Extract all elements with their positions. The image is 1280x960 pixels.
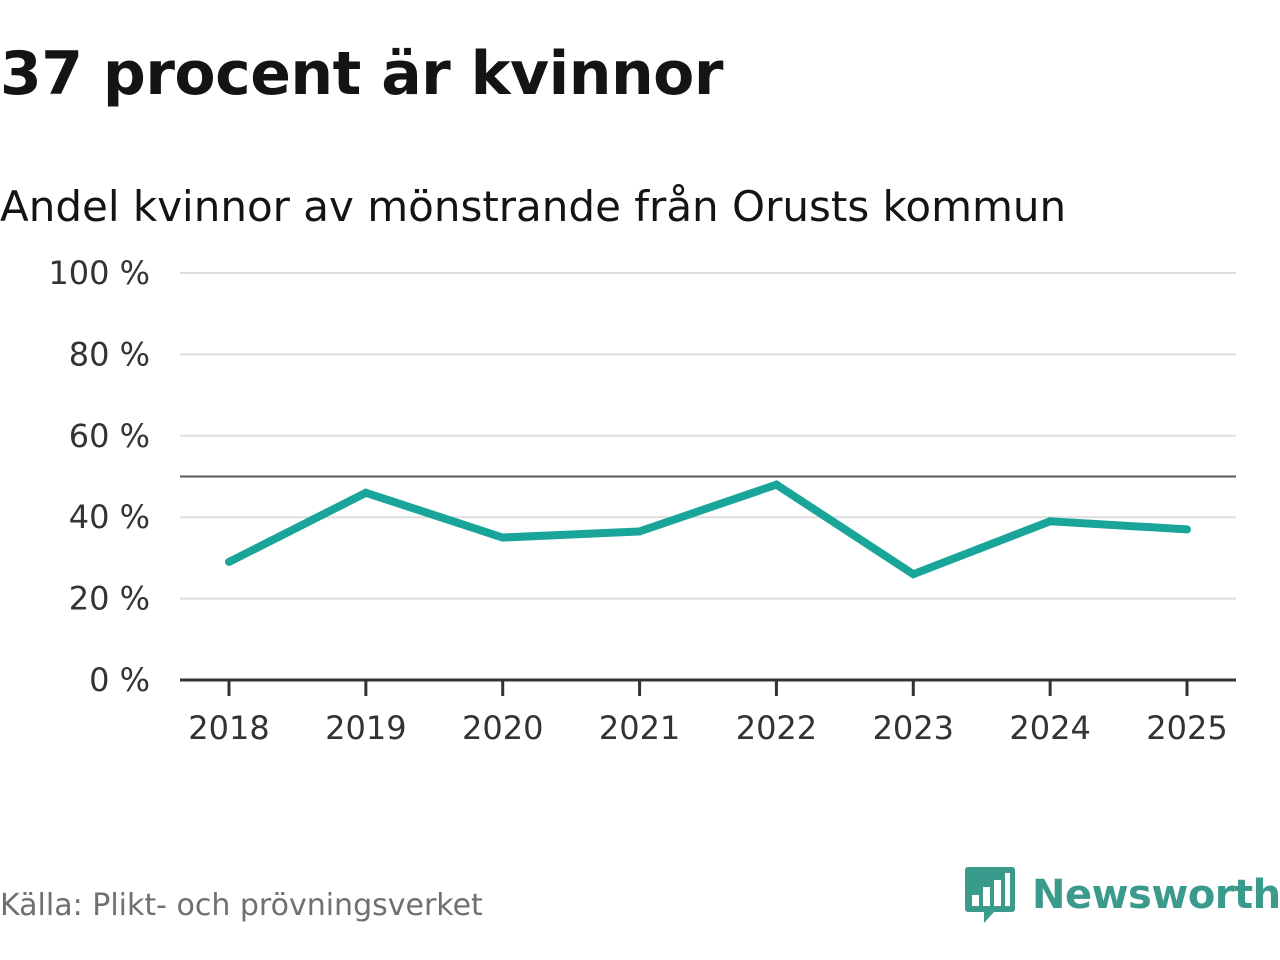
line-chart: 0 % 20 % 40 % 60 % 80 % 100 % 2018 2019 2020 202… — [48, 254, 1236, 747]
x-tick-label: 2018 — [188, 709, 269, 747]
data-point — [909, 570, 918, 579]
data-point — [635, 527, 644, 536]
data-point — [361, 488, 370, 497]
x-tick-label: 2021 — [599, 709, 680, 747]
data-point — [1046, 517, 1055, 526]
y-tick-label: 20 % — [69, 580, 150, 618]
y-tick-label: 40 % — [69, 498, 150, 536]
x-tick-label: 2019 — [325, 709, 406, 747]
x-axis-labels: 2018 2019 2020 2021 2022 2023 2024 2025 — [188, 709, 1227, 747]
x-axis — [180, 678, 1236, 696]
series-line — [227, 480, 1188, 579]
y-tick-label: 60 % — [69, 417, 150, 455]
chart-subtitle: Andel kvinnor av mönstrande från Orusts … — [0, 182, 1067, 231]
source-note: Källa: Plikt- och prövningsverket — [0, 888, 483, 923]
x-tick-label: 2025 — [1146, 709, 1227, 747]
y-tick-label: 100 % — [48, 254, 150, 292]
brand-name: Newsworthy — [1032, 872, 1280, 918]
data-point — [225, 557, 233, 566]
chart-title: 37 procent är kvinnor — [0, 39, 723, 109]
y-tick-label: 80 % — [69, 335, 150, 373]
data-point — [498, 533, 507, 542]
x-tick-label: 2022 — [736, 709, 817, 747]
data-point — [772, 480, 781, 489]
data-point — [1183, 525, 1191, 534]
series-group — [225, 480, 1191, 579]
x-tick-label: 2023 — [873, 709, 954, 747]
newsworthy-logo-icon — [965, 867, 1015, 923]
x-tick-label: 2020 — [462, 709, 543, 747]
y-tick-label: 0 % — [89, 661, 150, 699]
gridlines — [180, 272, 1236, 600]
brand: Newsworthy — [964, 864, 1280, 926]
x-tick-label: 2024 — [1009, 709, 1090, 747]
y-axis-labels: 0 % 20 % 40 % 60 % 80 % 100 % — [48, 254, 150, 699]
